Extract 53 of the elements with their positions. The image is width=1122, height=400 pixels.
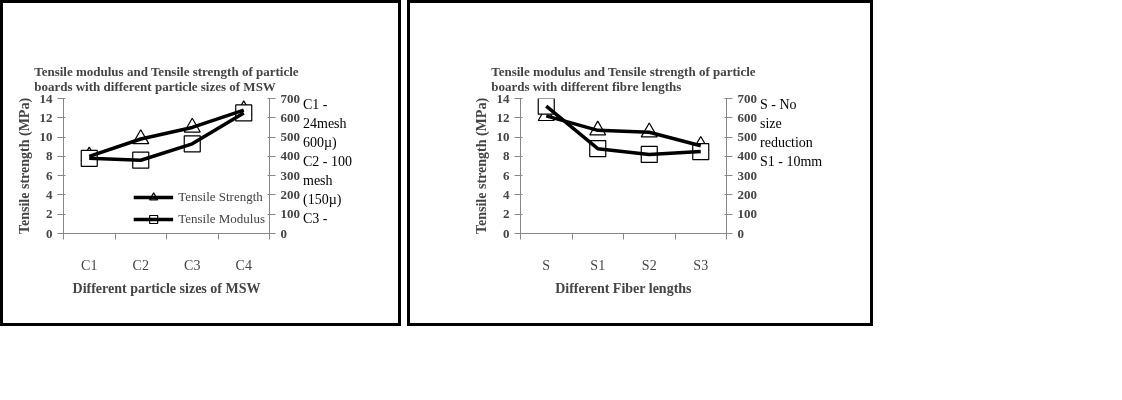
- y-tick-label: 8: [503, 148, 510, 164]
- x-axis-title: Different Fiber lengths: [555, 280, 693, 296]
- y-tick-label: 10: [496, 129, 510, 145]
- y-axis-title: Tensile strength (MPa): [16, 97, 33, 235]
- y-tick-label: 4: [503, 186, 510, 202]
- x-axis-title: Different particle sizes of MSW: [72, 280, 261, 296]
- y-tick-label: 2: [503, 206, 510, 222]
- text: size: [760, 116, 782, 131]
- y-tick-label: 8: [46, 148, 53, 164]
- y-tick-label: 12: [496, 109, 510, 125]
- x-tick-label: S3: [693, 257, 709, 273]
- text: C3 -: [303, 211, 328, 226]
- y2-tick-label: 200: [280, 186, 300, 202]
- y-tick-label: 2: [46, 206, 53, 222]
- y2-tick-label: 500: [737, 129, 757, 145]
- text: mesh: [303, 173, 333, 188]
- y-axis-title: Tensile strength (MPa): [473, 97, 490, 235]
- y-tick-label: 6: [46, 167, 53, 183]
- text: reduction: [760, 135, 813, 150]
- legend-label: Tensile Modulus: [178, 211, 265, 227]
- x-tick-label: C3: [184, 257, 201, 273]
- y-tick-label: 4: [46, 186, 53, 202]
- text: 24mesh: [303, 116, 347, 131]
- y2-tick-label: 600: [280, 109, 300, 125]
- x-tick-label: C4: [235, 257, 252, 273]
- text: (150µ): [303, 192, 342, 207]
- y2-tick-label: 400: [280, 148, 300, 164]
- x-tick-label: C2: [132, 257, 149, 273]
- y-tick-label: 6: [503, 167, 510, 183]
- x-tick-label: C1: [81, 257, 98, 273]
- y-tick-label: 0: [46, 225, 53, 241]
- text: S1 - 10mm: [760, 154, 823, 169]
- text: 600µ): [303, 135, 337, 150]
- text: C2 - 100: [303, 154, 352, 169]
- y-tick-label: 0: [503, 225, 510, 241]
- text: C1 -: [303, 97, 328, 112]
- y-tick-label: 12: [39, 109, 53, 125]
- y2-tick-label: 0: [737, 225, 744, 241]
- x-tick-label: S1: [590, 257, 606, 273]
- x-tick-label: S: [542, 257, 551, 273]
- y2-tick-label: 300: [737, 167, 757, 183]
- y2-tick-label: 300: [280, 167, 300, 183]
- y2-tick-label: 0: [280, 225, 287, 241]
- x-tick-label: S2: [641, 257, 657, 273]
- y2-tick-label: 100: [737, 206, 757, 222]
- y2-tick-label: 100: [280, 206, 300, 222]
- y2-tick-label: 500: [280, 129, 300, 145]
- y2-tick-label: 600: [737, 109, 757, 125]
- legend-label: Tensile Strength: [178, 189, 263, 205]
- y2-tick-label: 400: [737, 148, 757, 164]
- y-tick-label: 10: [39, 129, 53, 145]
- y2-tick-label: 200: [737, 186, 757, 202]
- text: S - No: [760, 97, 797, 112]
